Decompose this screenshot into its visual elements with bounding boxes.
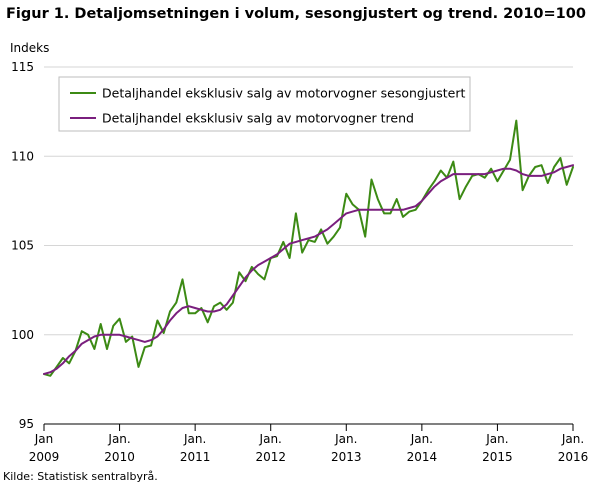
y-tick-label-100: 100 bbox=[11, 328, 34, 342]
x-tick-label-year-2015: 2015 bbox=[482, 450, 513, 464]
x-tick-label-month-2014: Jan. bbox=[410, 432, 433, 446]
x-tick-label-year-2011: 2011 bbox=[180, 450, 211, 464]
x-tick-label-year-2014: 2014 bbox=[407, 450, 438, 464]
x-axis: Jan 2009 Jan. 2010 Jan. 2011 Jan. 2012 Jan. 2013 J… bbox=[29, 423, 589, 464]
x-tick-label-year-2016: 2016 bbox=[558, 450, 589, 464]
y-tick-label-95: 95 bbox=[19, 417, 34, 431]
x-tick-label-year-2010: 2010 bbox=[104, 450, 135, 464]
x-tick-label-year-2013: 2013 bbox=[331, 450, 362, 464]
series-line-seasonally-adjusted bbox=[43, 119, 574, 377]
legend-label-0: Detaljhandel eksklusiv salg av motorvogn… bbox=[102, 86, 465, 101]
x-tick-label-month-2009: Jan bbox=[34, 432, 54, 446]
x-tick-label-month-2015: Jan. bbox=[485, 432, 508, 446]
legend-label-1: Detaljhandel eksklusiv salg av motorvogn… bbox=[102, 111, 414, 126]
series-line-trend bbox=[43, 164, 574, 375]
y-tick-label-110: 110 bbox=[11, 149, 34, 163]
data-series bbox=[43, 119, 574, 377]
legend: Detaljhandel eksklusiv salg av motorvogn… bbox=[58, 76, 471, 132]
y-axis: 95 100 105 110 115 bbox=[11, 60, 34, 431]
x-tick-label-month-2016: Jan. bbox=[561, 432, 584, 446]
y-tick-label-115: 115 bbox=[11, 60, 34, 74]
legend-box bbox=[58, 76, 471, 132]
figure-title: Figur 1. Detaljomsetningen i volum, seso… bbox=[6, 6, 586, 22]
y-axis-label: Indeks bbox=[10, 41, 49, 55]
x-tick-label-year-2009: 2009 bbox=[29, 450, 60, 464]
x-tick-label-month-2012: Jan. bbox=[259, 432, 282, 446]
source-note: Kilde: Statistisk sentralbyrå. bbox=[3, 470, 158, 483]
y-tick-label-105: 105 bbox=[11, 239, 34, 253]
x-tick-label-month-2013: Jan. bbox=[334, 432, 357, 446]
x-tick-label-month-2010: Jan. bbox=[107, 432, 130, 446]
x-tick-label-year-2012: 2012 bbox=[255, 450, 286, 464]
x-tick-label-month-2011: Jan. bbox=[183, 432, 206, 446]
grid-lines bbox=[44, 66, 573, 336]
